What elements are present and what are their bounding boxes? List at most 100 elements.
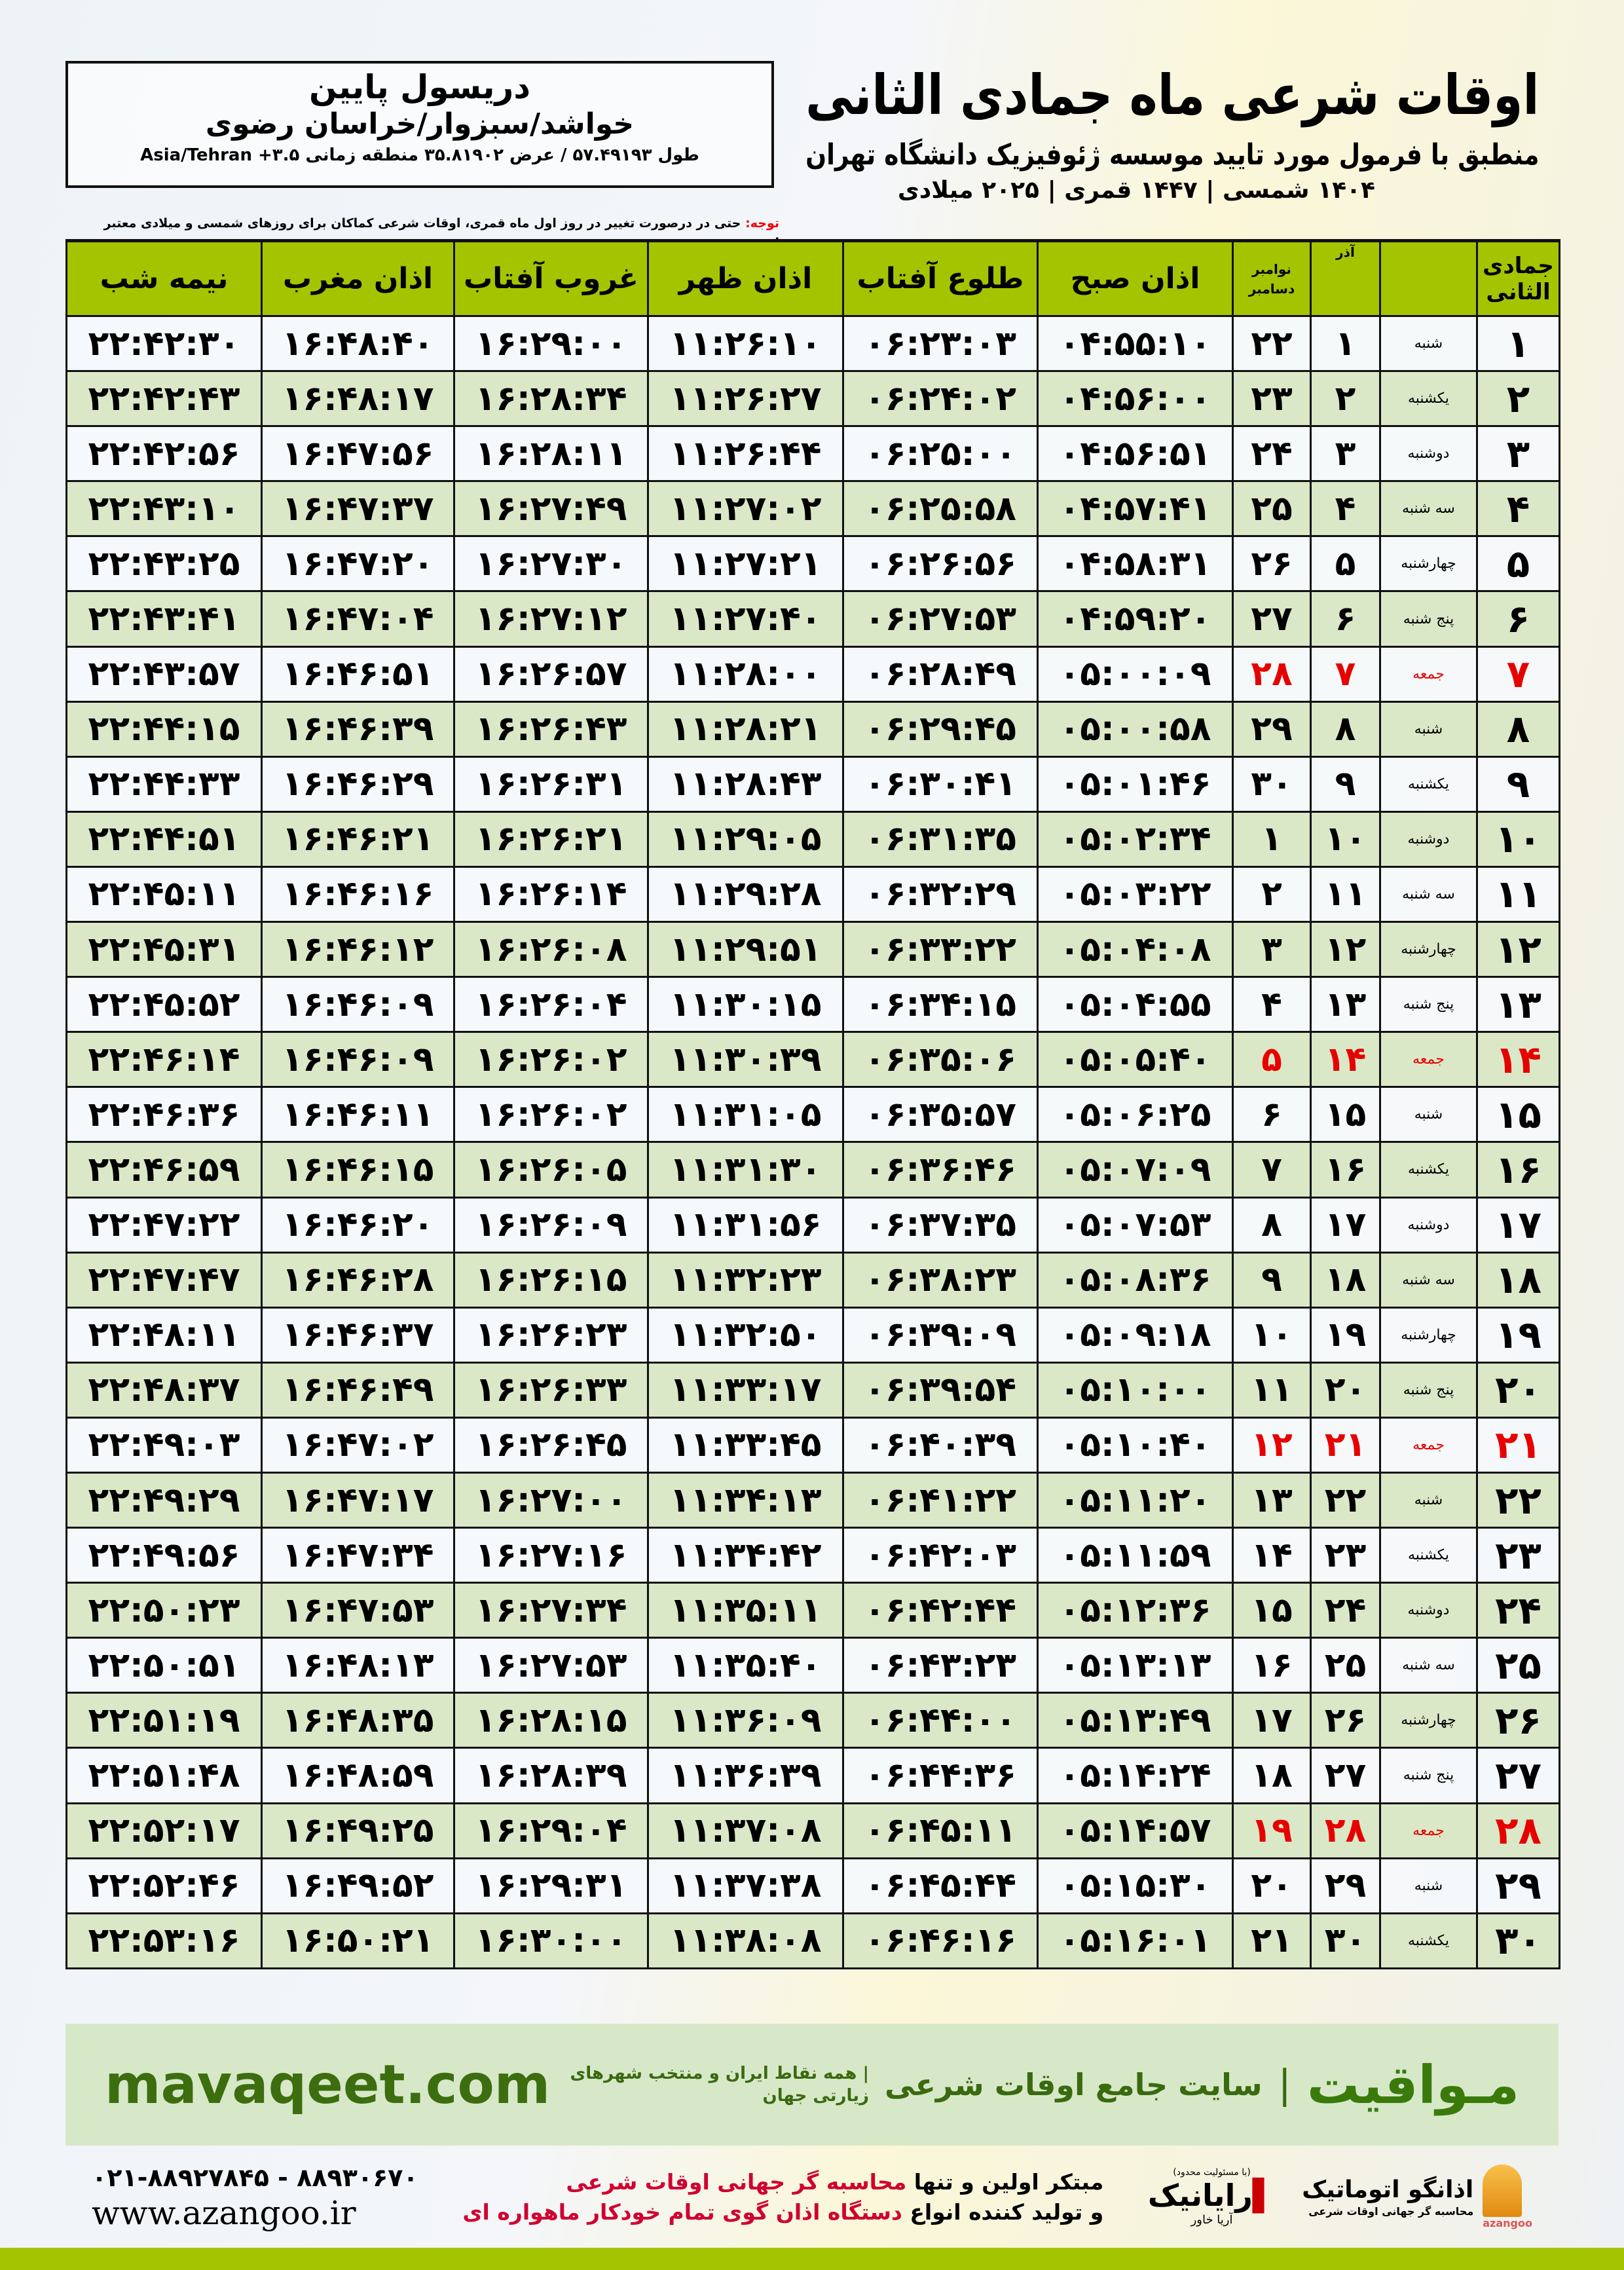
maghrib: ۱۶:۴۸:۴۰ — [261, 314, 455, 373]
table-row: ۲۷ پنج شنبه ۲۷ ۱۸ ۰۵:۱۴:۲۴ ۰۶:۴۴:۳۶ ۱۱:۳۶:۳۹ ۱۶… — [65, 1747, 1560, 1804]
bottom-strip: ۰۲۱-۸۸۹۲۷۸۴۵ - ۸۸۹۳۰۶۷۰ www.azangoo.ir م… — [92, 2156, 1532, 2238]
gregorian-day: ۹ — [1232, 1251, 1312, 1309]
sunrise: ۰۶:۲۶:۵۶ — [842, 535, 1039, 593]
weekday: جمعه — [1379, 645, 1478, 703]
fajr: ۰۴:۵۶:۰۰ — [1037, 370, 1234, 428]
sunrise: ۰۶:۳۵:۰۶ — [842, 1031, 1039, 1088]
gregorian-day: ۱۴ — [1232, 1527, 1312, 1584]
maghrib: ۱۶:۴۷:۵۳ — [261, 1582, 455, 1639]
hijri-day: ۱۳ — [1476, 976, 1560, 1033]
dhuhr: ۱۱:۳۶:۳۹ — [647, 1747, 844, 1804]
sunrise: ۰۶:۳۶:۴۶ — [842, 1141, 1039, 1199]
gregorian-day: ۲۹ — [1232, 700, 1312, 758]
azar-day: ۳ — [1310, 425, 1381, 483]
fajr: ۰۵:۰۸:۳۶ — [1037, 1251, 1234, 1309]
gregorian-day: ۲۰ — [1232, 1857, 1312, 1914]
fajr: ۰۵:۰۷:۵۳ — [1037, 1196, 1234, 1254]
fajr: ۰۵:۰۶:۲۵ — [1037, 1086, 1234, 1144]
location-region-row: خواشد/سبزوار/خراسان رضوی — [79, 107, 761, 142]
azar-day: ۵ — [1310, 535, 1381, 593]
logo-main-text: اذانگو اتوماتیک — [1302, 2176, 1474, 2203]
logo-side-text: آریا خاور — [1190, 2213, 1233, 2227]
midnight: ۲۲:۵۱:۴۸ — [65, 1747, 263, 1804]
sunrise: ۰۶:۳۹:۰۹ — [842, 1306, 1039, 1364]
sunset: ۱۶:۲۷:۴۹ — [453, 480, 649, 538]
table-row: ۲۲ شنبه ۲۲ ۱۳ ۰۵:۱۱:۲۰ ۰۶:۴۱:۲۲ ۱۱:۳۴:۱۳ ۱۶:۲۷:… — [65, 1471, 1560, 1529]
maghrib: ۱۶:۴۹:۲۵ — [261, 1802, 455, 1859]
ad-line2: و تولید کننده انواع — [902, 2199, 1104, 2225]
hijri-day: ۱۷ — [1476, 1196, 1560, 1254]
col-hijri: جمادی الثانی — [1476, 239, 1560, 317]
weekday: جمعه — [1379, 1416, 1478, 1474]
weekday: سه شنبه — [1379, 1637, 1478, 1694]
dhuhr: ۱۱:۳۴:۴۲ — [647, 1527, 844, 1584]
azar-day: ۱۸ — [1310, 1251, 1381, 1309]
dhuhr: ۱۱:۳۱:۳۰ — [647, 1141, 844, 1199]
page-header: اوقات شرعی ماه جمادی الثانی منطبق با فرم… — [805, 59, 1539, 206]
sunrise: ۰۶:۲۸:۴۹ — [842, 645, 1039, 703]
gregorian-day: ۱۵ — [1232, 1582, 1312, 1639]
logo-small-text: (با مسئولیت محدود) — [1173, 2167, 1251, 2178]
maghrib: ۱۶:۴۶:۴۹ — [261, 1361, 455, 1419]
dhuhr: ۱۱:۳۵:۱۱ — [647, 1582, 844, 1639]
website-link[interactable]: www.azangoo.ir — [92, 2193, 356, 2232]
fajr: ۰۵:۰۴:۵۵ — [1037, 976, 1234, 1033]
col-maghrib: اذان مغرب — [261, 239, 455, 317]
hijri-day: ۶ — [1476, 590, 1560, 648]
hijri-day: ۲۴ — [1476, 1582, 1560, 1639]
hijri-day: ۱۸ — [1476, 1251, 1560, 1309]
sunrise: ۰۶:۳۰:۴۱ — [842, 755, 1039, 813]
dhuhr: ۱۱:۲۶:۱۰ — [647, 314, 844, 373]
weekday: سه شنبه — [1379, 865, 1478, 923]
sunrise: ۰۶:۳۹:۵۴ — [842, 1361, 1039, 1419]
weekday: چهارشنبه — [1379, 921, 1478, 978]
location-coords: طول ۵۷.۴۹۱۹۳ / عرض ۳۵.۸۱۹۰۲ منطقه زمانی … — [140, 145, 699, 165]
hijri-day: ۲۶ — [1476, 1692, 1560, 1749]
table-row: ۱۰ دوشنبه ۱۰ ۱ ۰۵:۰۲:۳۴ ۰۶:۳۱:۳۵ ۱۱:۲۹:۰۵ ۱۶:۲۶… — [65, 810, 1560, 868]
weekday: دوشنبه — [1379, 1196, 1478, 1254]
sunrise: ۰۶:۳۷:۳۵ — [842, 1196, 1039, 1254]
sunset: ۱۶:۲۸:۳۴ — [453, 370, 649, 428]
dhuhr: ۱۱:۲۹:۵۱ — [647, 921, 844, 978]
azangoo-logo: اذانگو اتوماتیک محاسبه گر جهانی اوقات شر… — [1302, 2165, 1532, 2229]
azar-day: ۴ — [1310, 480, 1381, 538]
azar-day: ۱۰ — [1310, 810, 1381, 868]
table-row: ۱۸ سه شنبه ۱۸ ۹ ۰۵:۰۸:۳۶ ۰۶:۳۸:۲۳ ۱۱:۳۲:۲۳ ۱۶:۲… — [65, 1251, 1560, 1309]
midnight: ۲۲:۴۹:۰۳ — [65, 1416, 263, 1474]
azar-day: ۱ — [1310, 314, 1381, 373]
azar-day: ۲۸ — [1310, 1802, 1381, 1859]
maghrib: ۱۶:۴۶:۲۰ — [261, 1196, 455, 1254]
location-region: خواشد/سبزوار/خراسان رضوی — [205, 107, 635, 141]
mavaqeet-banner: مـواقیت | سایت جامع اوقات شرعی | همه نقا… — [65, 2024, 1559, 2146]
site-link[interactable]: mavaqeet.com — [105, 2053, 551, 2116]
sunrise: ۰۶:۲۵:۰۰ — [842, 425, 1039, 483]
fajr: ۰۴:۵۶:۵۱ — [1037, 425, 1234, 483]
dhuhr: ۱۱:۲۸:۴۳ — [647, 755, 844, 813]
sunrise: ۰۶:۴۴:۳۶ — [842, 1747, 1039, 1804]
year-line: ۱۴۰۴ شمسی | ۱۴۴۷ قمری | ۲۰۲۵ میلادی — [897, 177, 1375, 204]
sunset: ۱۶:۲۷:۱۶ — [453, 1527, 649, 1584]
maghrib: ۱۶:۴۷:۵۶ — [261, 425, 455, 483]
hijri-day: ۲۲ — [1476, 1471, 1560, 1529]
table-row: ۷ جمعه ۷ ۲۸ ۰۵:۰۰:۰۹ ۰۶:۲۸:۴۹ ۱۱:۲۸:۰۰ ۱۶:۲۶:۵۷… — [65, 645, 1560, 703]
fajr: ۰۵:۰۰:۵۸ — [1037, 700, 1234, 758]
azar-day: ۱۱ — [1310, 865, 1381, 923]
fajr: ۰۵:۱۳:۴۹ — [1037, 1692, 1234, 1749]
hijri-day: ۲ — [1476, 370, 1560, 428]
hijri-day: ۴ — [1476, 480, 1560, 538]
fajr: ۰۵:۰۲:۳۴ — [1037, 810, 1234, 868]
fajr: ۰۵:۱۰:۰۰ — [1037, 1361, 1234, 1419]
dhuhr: ۱۱:۳۰:۳۹ — [647, 1031, 844, 1088]
logos: (با مسئولیت محدود) ▌رایانیک آریا خاور اذ… — [1148, 2165, 1532, 2229]
gregorian-day: ۲۷ — [1232, 590, 1312, 648]
azar-day: ۲۹ — [1310, 1857, 1381, 1914]
midnight: ۲۲:۴۸:۳۷ — [65, 1361, 263, 1419]
midnight: ۲۲:۵۲:۱۷ — [65, 1802, 263, 1859]
maghrib: ۱۶:۴۸:۳۵ — [261, 1692, 455, 1749]
hijri-day: ۵ — [1476, 535, 1560, 593]
sunset: ۱۶:۲۶:۰۵ — [453, 1141, 649, 1199]
gregorian-day: ۱۲ — [1232, 1416, 1312, 1474]
sunset: ۱۶:۲۷:۳۰ — [453, 535, 649, 593]
azar-day: ۲۰ — [1310, 1361, 1381, 1419]
weekday: دوشنبه — [1379, 810, 1478, 868]
